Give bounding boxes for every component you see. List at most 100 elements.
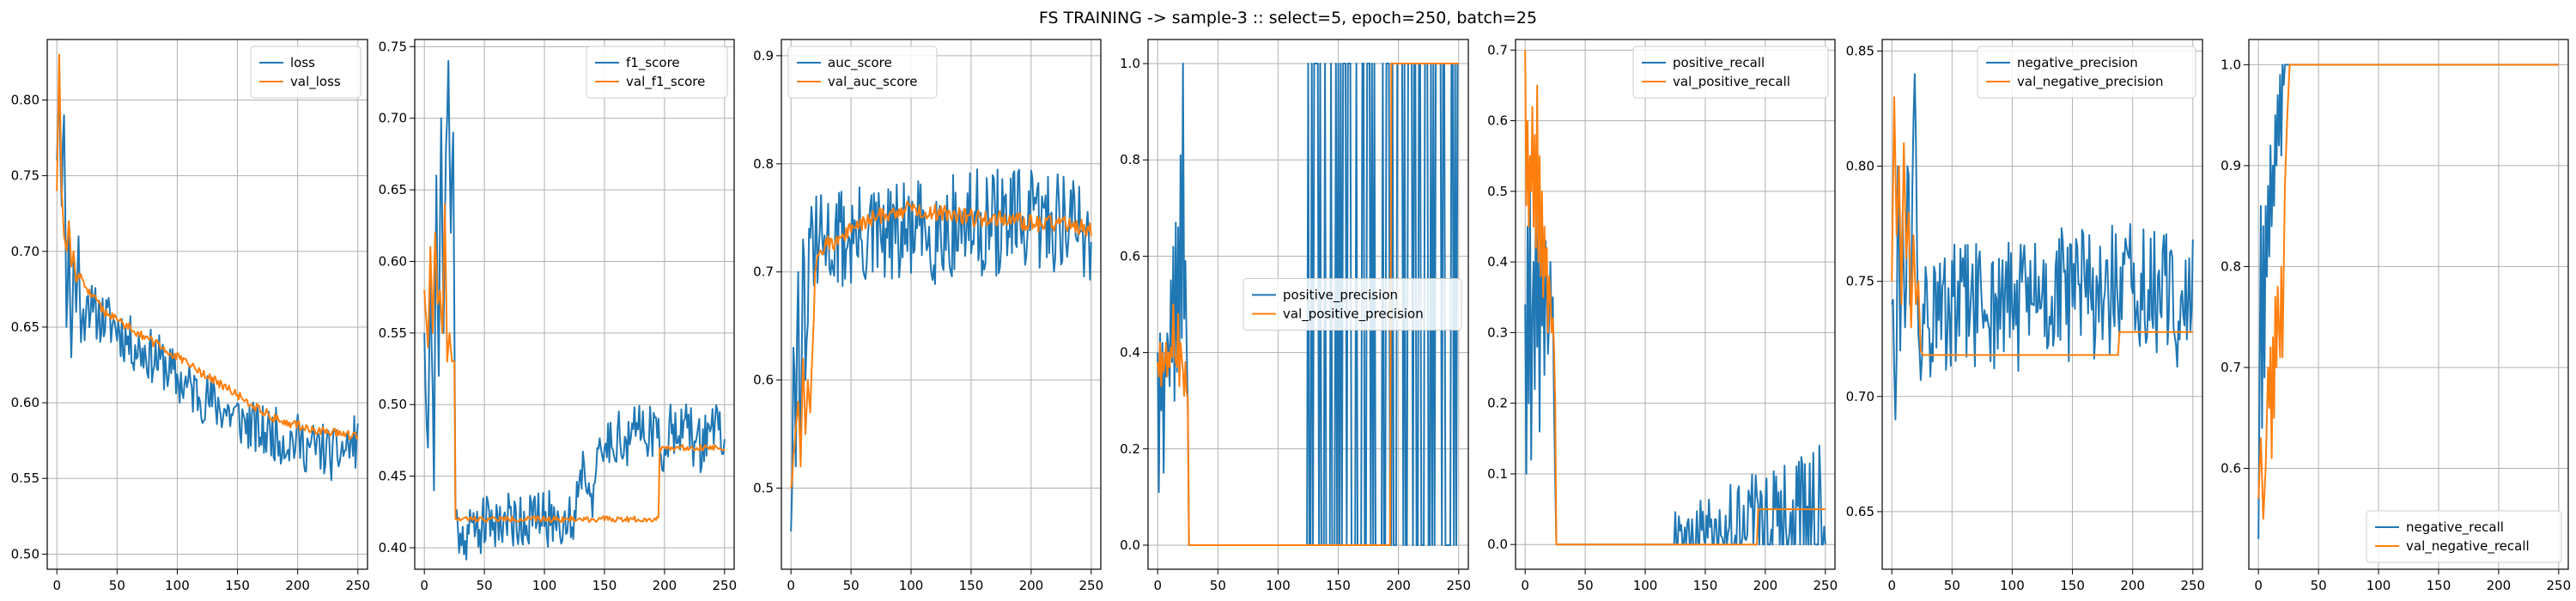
x-tick-label: 0	[420, 578, 428, 593]
x-tick-label: 250	[2546, 578, 2571, 593]
y-tick-label: 0.70	[11, 244, 39, 259]
x-tick-label: 100	[899, 578, 924, 593]
legend: loss val_loss	[250, 46, 361, 99]
y-tick-label: 0.50	[11, 546, 39, 562]
axes-frame	[46, 39, 368, 570]
x-tick-label: 150	[225, 578, 250, 593]
y-tick-label: 0.4	[1120, 345, 1140, 361]
y-tick-label: 0.2	[1120, 441, 1140, 457]
x-tick-label: 100	[532, 578, 557, 593]
y-tick-label: 0.70	[1846, 389, 1874, 404]
x-tick-label: 250	[1446, 578, 1471, 593]
legend-label: negative_recall	[2406, 519, 2504, 536]
y-tick-label: 0.3	[1487, 325, 1508, 340]
x-tick-label: 50	[109, 578, 125, 593]
series-line-f1-score	[423, 60, 726, 561]
x-tick-label: 150	[2060, 578, 2085, 593]
series-line-val-negative-recall	[2257, 64, 2559, 520]
subplot-2: 0 50 100 150 200 250 0.40 0.45 0.50 0.55 0.60 0.65 0…	[379, 39, 738, 593]
y-tick-label: 0.6	[2221, 460, 2241, 476]
y-tick-label: 0.65	[1846, 504, 1874, 519]
x-tick-label: 100	[2000, 578, 2025, 593]
legend-label: val_f1_score	[626, 74, 705, 90]
legend-label: loss	[290, 55, 315, 70]
y-tick-label: 0.8	[753, 156, 774, 172]
y-tick-label: 0.45	[379, 469, 407, 484]
axes-frame	[781, 39, 1102, 570]
legend: f1_score val_f1_score	[586, 46, 728, 99]
x-tick-label: 0	[1887, 578, 1896, 593]
y-tick-label: 0.55	[379, 325, 407, 341]
y-tick-label: 0.6	[1487, 113, 1508, 129]
legend-box	[586, 46, 728, 99]
x-tick-label: 200	[653, 578, 677, 593]
x-tick-label: 250	[1078, 578, 1103, 593]
y-tick-label: 0.55	[11, 470, 39, 486]
legend-label: positive_precision	[1283, 288, 1398, 304]
subplot-4: 0 50 100 150 200 250 0.0 0.2 0.4 0.6 0.8 1.0 positiv…	[1120, 39, 1471, 593]
legend-label: val_negative_precision	[2017, 74, 2164, 90]
y-tick-label: 0.2	[1487, 396, 1508, 411]
x-tick-label: 0	[2254, 578, 2263, 593]
legend: negative_recall val_negative_recall	[2366, 510, 2562, 563]
y-tick-label: 0.75	[379, 39, 407, 54]
y-tick-label: 0.85	[1846, 43, 1874, 58]
series-line-val-loss	[56, 53, 359, 440]
y-tick-label: 0.7	[753, 264, 774, 280]
y-tick-label: 1.0	[1120, 56, 1140, 71]
x-tick-label: 50	[477, 578, 493, 593]
y-tick-label: 0.60	[379, 253, 407, 269]
x-tick-label: 250	[712, 578, 737, 593]
x-tick-label: 0	[787, 578, 795, 593]
legend-box	[250, 46, 361, 99]
x-tick-label: 100	[1266, 578, 1291, 593]
x-tick-label: 100	[165, 578, 190, 593]
axes-frame	[414, 39, 735, 570]
legend-label: f1_score	[626, 55, 680, 71]
legend: positive_precision val_positive_precision	[1242, 278, 1462, 331]
y-tick-label: 0.9	[753, 48, 774, 64]
legend-label: positive_recall	[1673, 55, 1765, 71]
subplot-5: 0 50 100 150 200 250 0.0 0.1 0.2 0.3 0.4 0.5 0.6 0.7 p…	[1487, 39, 1838, 593]
axes-frame	[1147, 39, 1469, 570]
x-tick-label: 150	[959, 578, 984, 593]
y-tick-label: 0.0	[1120, 537, 1140, 553]
x-tick-label: 50	[1577, 578, 1594, 593]
x-tick-label: 50	[843, 578, 860, 593]
y-tick-label: 0.70	[379, 111, 407, 126]
y-tick-label: 0.4	[1487, 254, 1508, 270]
x-tick-label: 200	[1386, 578, 1411, 593]
x-tick-label: 200	[1753, 578, 1778, 593]
y-tick-label: 0.8	[1120, 152, 1140, 167]
legend-label: val_loss	[290, 74, 341, 90]
series-line-val-positive-recall	[1524, 50, 1826, 546]
legend-label: auc_score	[828, 55, 892, 71]
subplot-7: 0 50 100 150 200 250 0.6 0.7 0.8 0.9 1.0 negative_r…	[2221, 39, 2571, 593]
y-tick-label: 0.50	[379, 397, 407, 412]
series-line-loss	[56, 69, 359, 482]
y-tick-label: 0.0	[1487, 537, 1508, 552]
subplot-6: 0 50 100 150 200 250 0.65 0.70 0.75 0.80 0.85 negat…	[1846, 39, 2205, 593]
x-tick-label: 150	[1326, 578, 1351, 593]
x-tick-label: 50	[2311, 578, 2327, 593]
x-tick-label: 0	[1521, 578, 1529, 593]
axes-frame	[1515, 39, 1836, 570]
x-tick-label: 250	[345, 578, 370, 593]
legend-label: val_negative_recall	[2406, 538, 2530, 555]
x-tick-label: 50	[1210, 578, 1226, 593]
y-tick-label: 0.6	[1120, 248, 1140, 264]
x-tick-label: 250	[2180, 578, 2205, 593]
x-tick-label: 200	[2487, 578, 2512, 593]
legend-box	[1632, 46, 1829, 99]
legend-label: val_positive_precision	[1283, 307, 1424, 323]
axes-frame	[2248, 39, 2569, 570]
x-tick-label: 150	[1693, 578, 1718, 593]
legend: positive_recall val_positive_recall	[1632, 46, 1829, 99]
series-line-val-f1-score	[423, 203, 726, 523]
y-tick-label: 0.40	[379, 540, 407, 555]
legend-label: val_positive_recall	[1673, 74, 1790, 90]
series-line-val-auc-score	[790, 200, 1092, 489]
y-tick-label: 1.0	[2221, 57, 2241, 72]
series-line-val-negative-precision	[1891, 96, 2193, 356]
legend-label: negative_precision	[2017, 55, 2138, 71]
